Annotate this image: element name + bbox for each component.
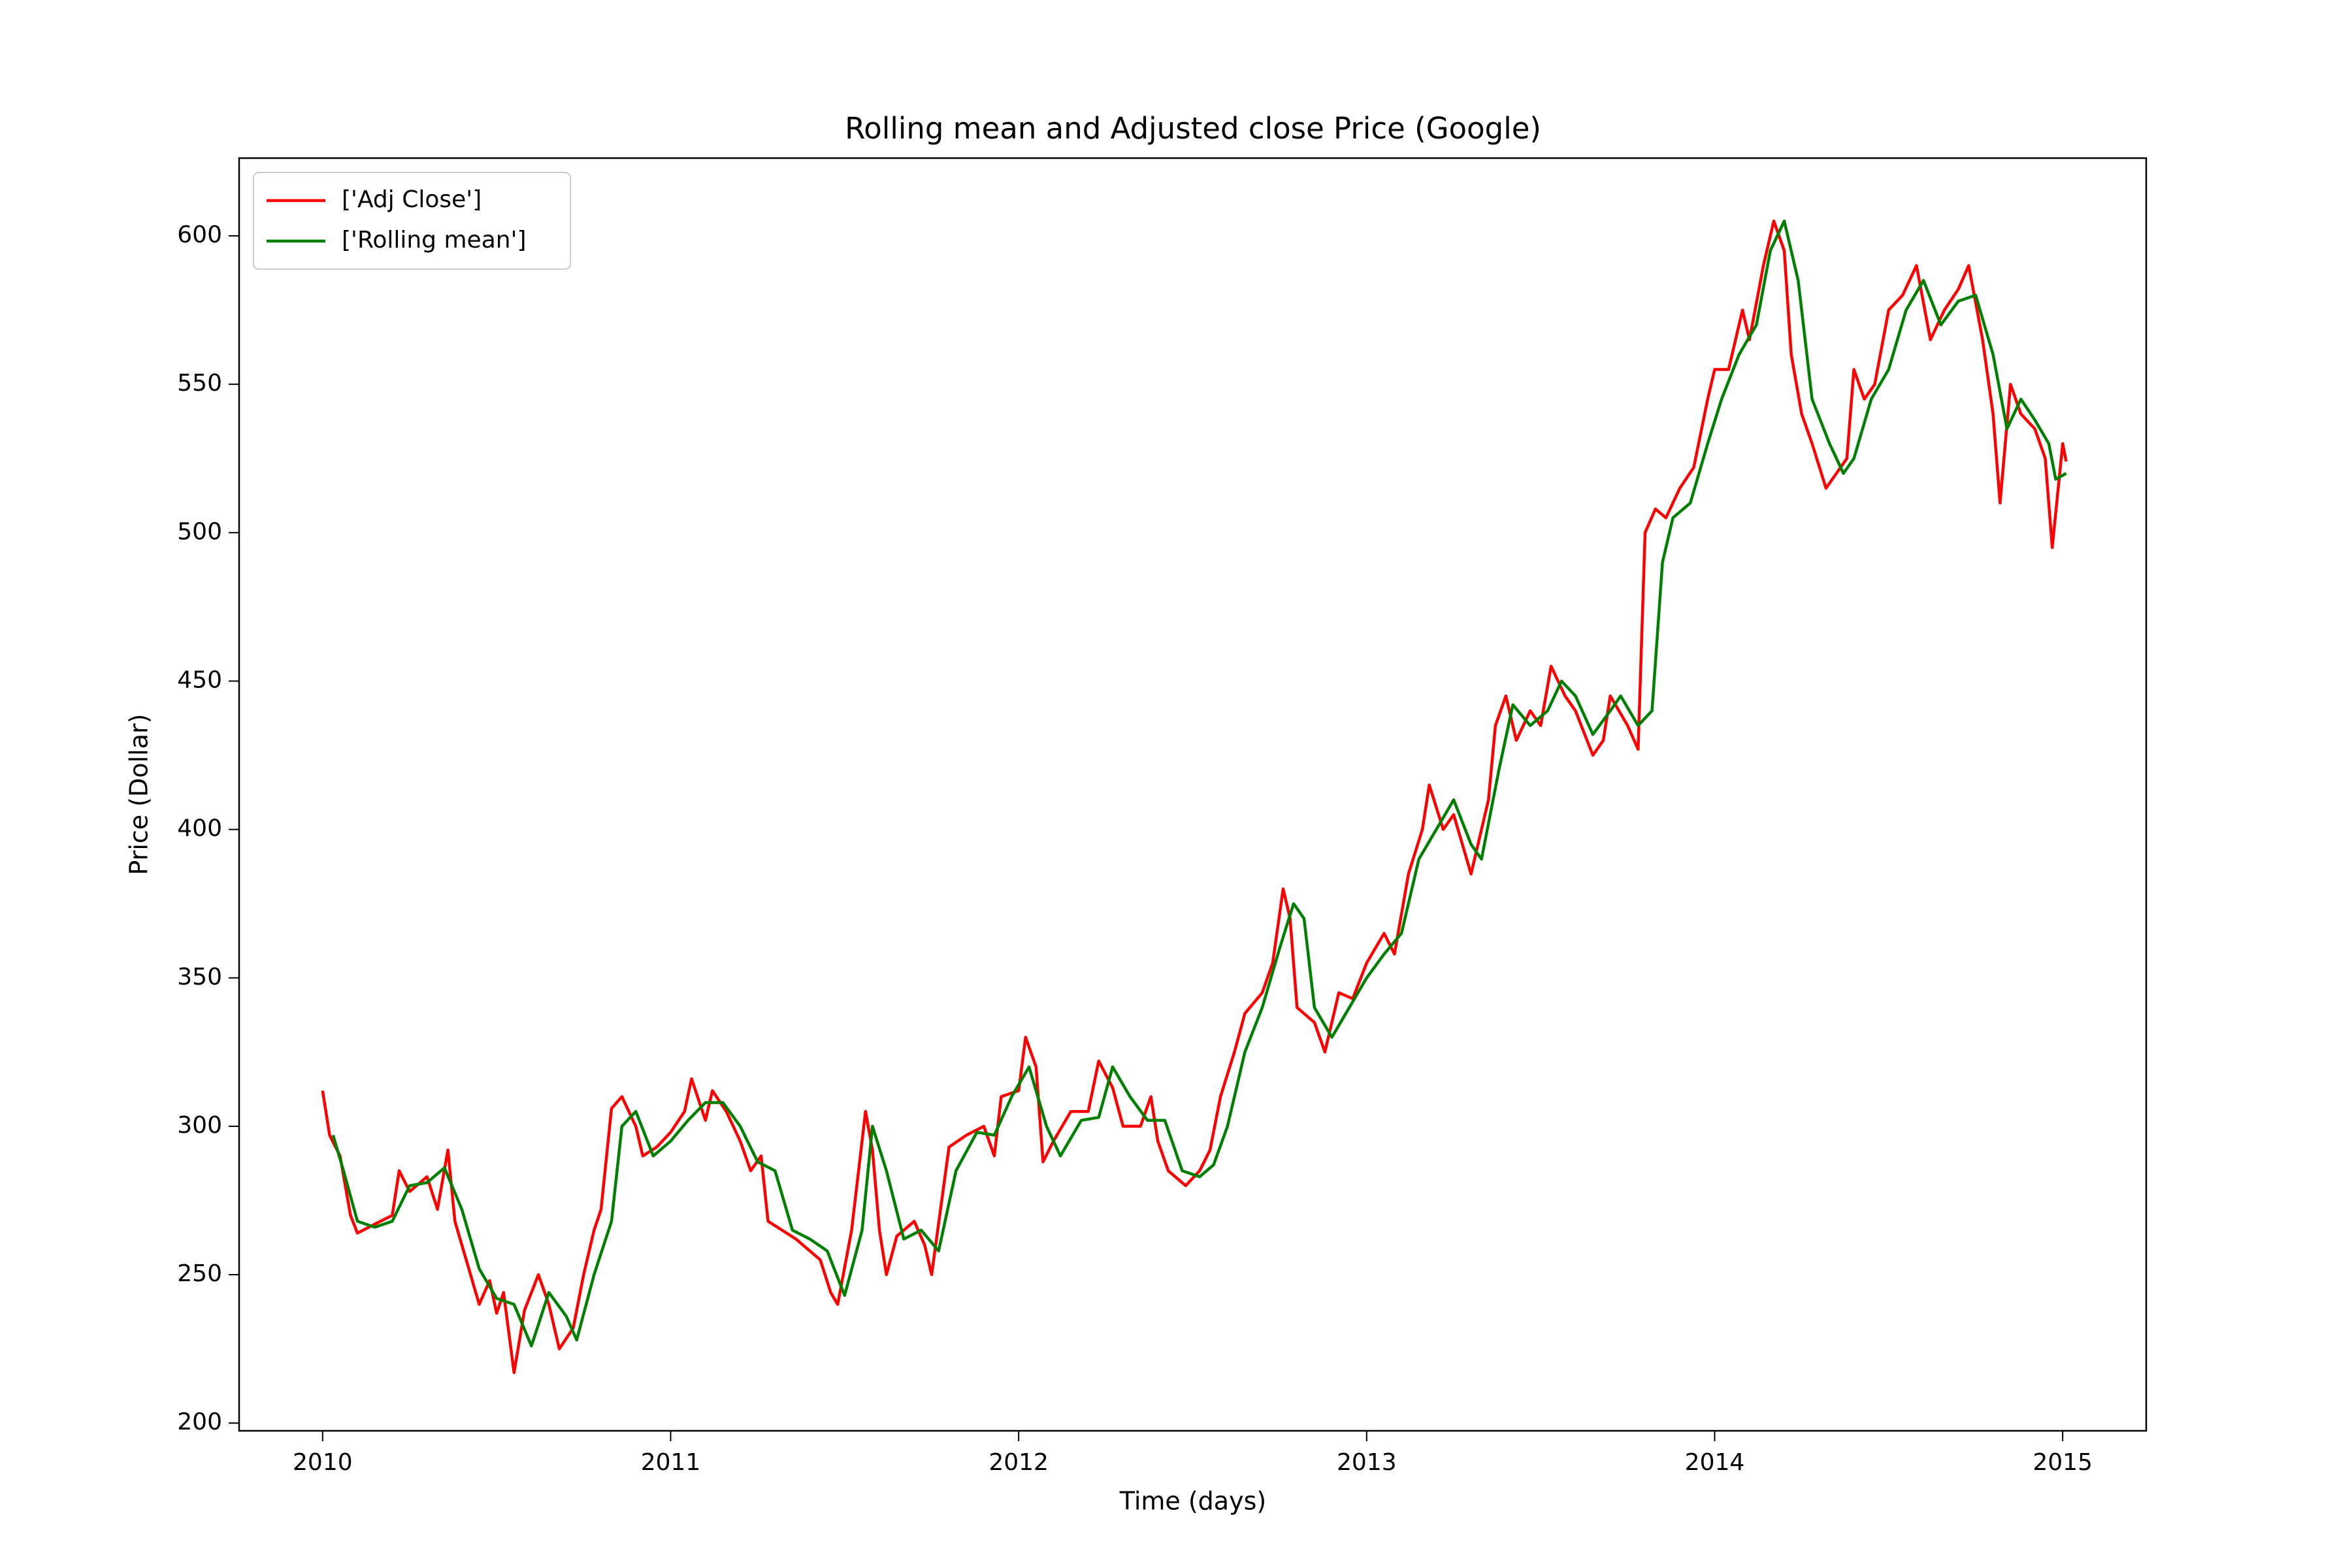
y-tick-label: 250	[177, 1260, 222, 1287]
plot-area: 200 250 300 350 400 450 500 550 600 2010 2011 2012 2…	[177, 157, 2148, 1476]
legend-box	[253, 172, 571, 270]
x-tick-label: 2010	[293, 1449, 353, 1476]
chart-title: Rolling mean and Adjusted close Price (G…	[845, 111, 1541, 146]
y-tick-label: 300	[177, 1112, 222, 1139]
y-tick-label: 350	[177, 964, 222, 990]
legend: ['Adj Close'] ['Rolling mean']	[253, 172, 571, 270]
series-line	[331, 220, 2067, 1348]
y-tick-label: 400	[177, 815, 222, 842]
x-tick-label: 2015	[2033, 1449, 2093, 1476]
y-tick-label: 200	[177, 1409, 222, 1435]
x-tick-label: 2013	[1337, 1449, 1397, 1476]
x-tick-label: 2011	[641, 1449, 701, 1476]
legend-label: ['Adj Close']	[342, 186, 482, 213]
y-tick-label: 500	[177, 518, 222, 545]
y-axis-label: Price (Dollar)	[125, 714, 154, 875]
y-tick-label: 600	[177, 221, 222, 248]
x-tick-label: 2014	[1685, 1449, 1745, 1476]
series-line	[321, 220, 2068, 1375]
y-tick-label: 550	[177, 370, 222, 397]
legend-label: ['Rolling mean']	[342, 227, 527, 253]
x-axis-label: Time (days)	[1119, 1487, 1266, 1516]
plot-frame	[238, 157, 2148, 1432]
x-tick-label: 2012	[988, 1449, 1049, 1476]
y-tick-label: 450	[177, 666, 222, 693]
